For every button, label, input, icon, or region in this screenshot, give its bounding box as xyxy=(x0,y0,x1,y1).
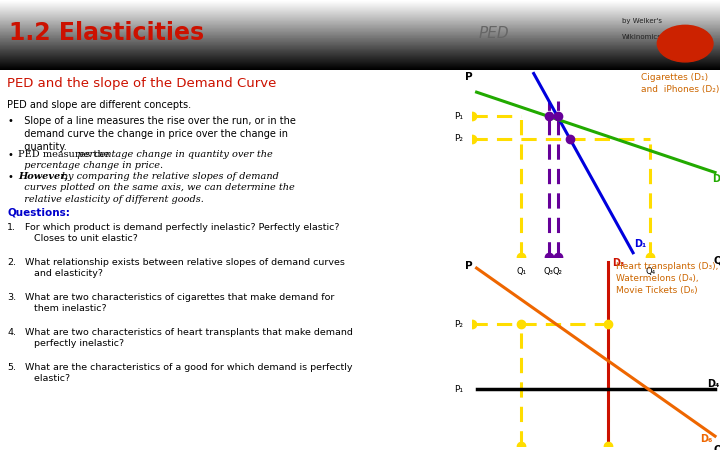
Text: •: • xyxy=(7,171,13,182)
Text: D₄: D₄ xyxy=(708,378,720,389)
Text: PED and the slope of the Demand Curve: PED and the slope of the Demand Curve xyxy=(7,77,276,90)
Text: P₁: P₁ xyxy=(454,385,463,394)
Text: Q: Q xyxy=(714,256,720,266)
Text: PED: PED xyxy=(479,26,510,41)
Text: Q₁: Q₁ xyxy=(516,267,526,276)
Text: For which product is demand perfectly inelastic? Perfectly elastic?
     Closes : For which product is demand perfectly in… xyxy=(19,223,339,243)
Text: Slope of a line measures the rise over the run, or in the
  demand curve the cha: Slope of a line measures the rise over t… xyxy=(18,116,296,152)
Text: Questions:: Questions: xyxy=(7,207,70,217)
Text: What are the characteristics of a good for which demand is perfectly
     elasti: What are the characteristics of a good f… xyxy=(19,363,352,383)
Text: by comparing the relative slopes of demand
  curves plotted on the same axis, we: by comparing the relative slopes of dema… xyxy=(18,171,294,203)
Text: P₂: P₂ xyxy=(454,320,463,328)
Circle shape xyxy=(657,25,713,62)
Text: 2.: 2. xyxy=(7,257,16,266)
Text: Q₄: Q₄ xyxy=(645,267,655,276)
Text: D₆: D₆ xyxy=(701,434,713,444)
Text: D₂: D₂ xyxy=(713,174,720,184)
Text: •: • xyxy=(7,116,13,126)
Text: Q₂: Q₂ xyxy=(552,267,562,276)
Text: percentage change in quantity over the
  percentage change in price.: percentage change in quantity over the p… xyxy=(18,149,273,170)
Text: 3.: 3. xyxy=(7,292,16,302)
Text: What are two characteristics of heart transplants that make demand
     perfectl: What are two characteristics of heart tr… xyxy=(19,328,353,348)
Text: P₂: P₂ xyxy=(454,135,463,144)
Text: D₃: D₃ xyxy=(612,258,624,268)
Text: 1.2 Elasticities: 1.2 Elasticities xyxy=(9,22,204,45)
Text: P: P xyxy=(465,72,473,81)
Text: P₁: P₁ xyxy=(454,112,463,121)
Text: However,: However, xyxy=(18,171,68,180)
Text: 1.: 1. xyxy=(7,223,16,232)
Text: Q: Q xyxy=(714,445,720,450)
Text: What are two characteristics of cigarettes that make demand for
     them inelas: What are two characteristics of cigarett… xyxy=(19,292,334,313)
Text: Q₃: Q₃ xyxy=(544,267,554,276)
Text: PED measures the: PED measures the xyxy=(18,149,112,158)
Text: 4.: 4. xyxy=(7,328,16,337)
Text: by Welker's: by Welker's xyxy=(621,18,662,23)
Text: 5.: 5. xyxy=(7,363,16,372)
Text: Heart transplants (D₃),
Watermelons (D₄),
Movie Tickets (D₆): Heart transplants (D₃), Watermelons (D₄)… xyxy=(616,262,718,295)
Text: Cigarettes (D₁)
and  iPhones (D₂): Cigarettes (D₁) and iPhones (D₂) xyxy=(641,73,719,94)
Text: Wikinomics: Wikinomics xyxy=(621,35,662,40)
Text: PED and slope are different concepts.: PED and slope are different concepts. xyxy=(7,100,192,110)
Text: D₁: D₁ xyxy=(634,239,647,249)
Text: What relationship exists between relative slopes of demand curves
     and elast: What relationship exists between relativ… xyxy=(19,257,345,278)
Text: P: P xyxy=(465,261,473,270)
Text: •: • xyxy=(7,149,13,160)
